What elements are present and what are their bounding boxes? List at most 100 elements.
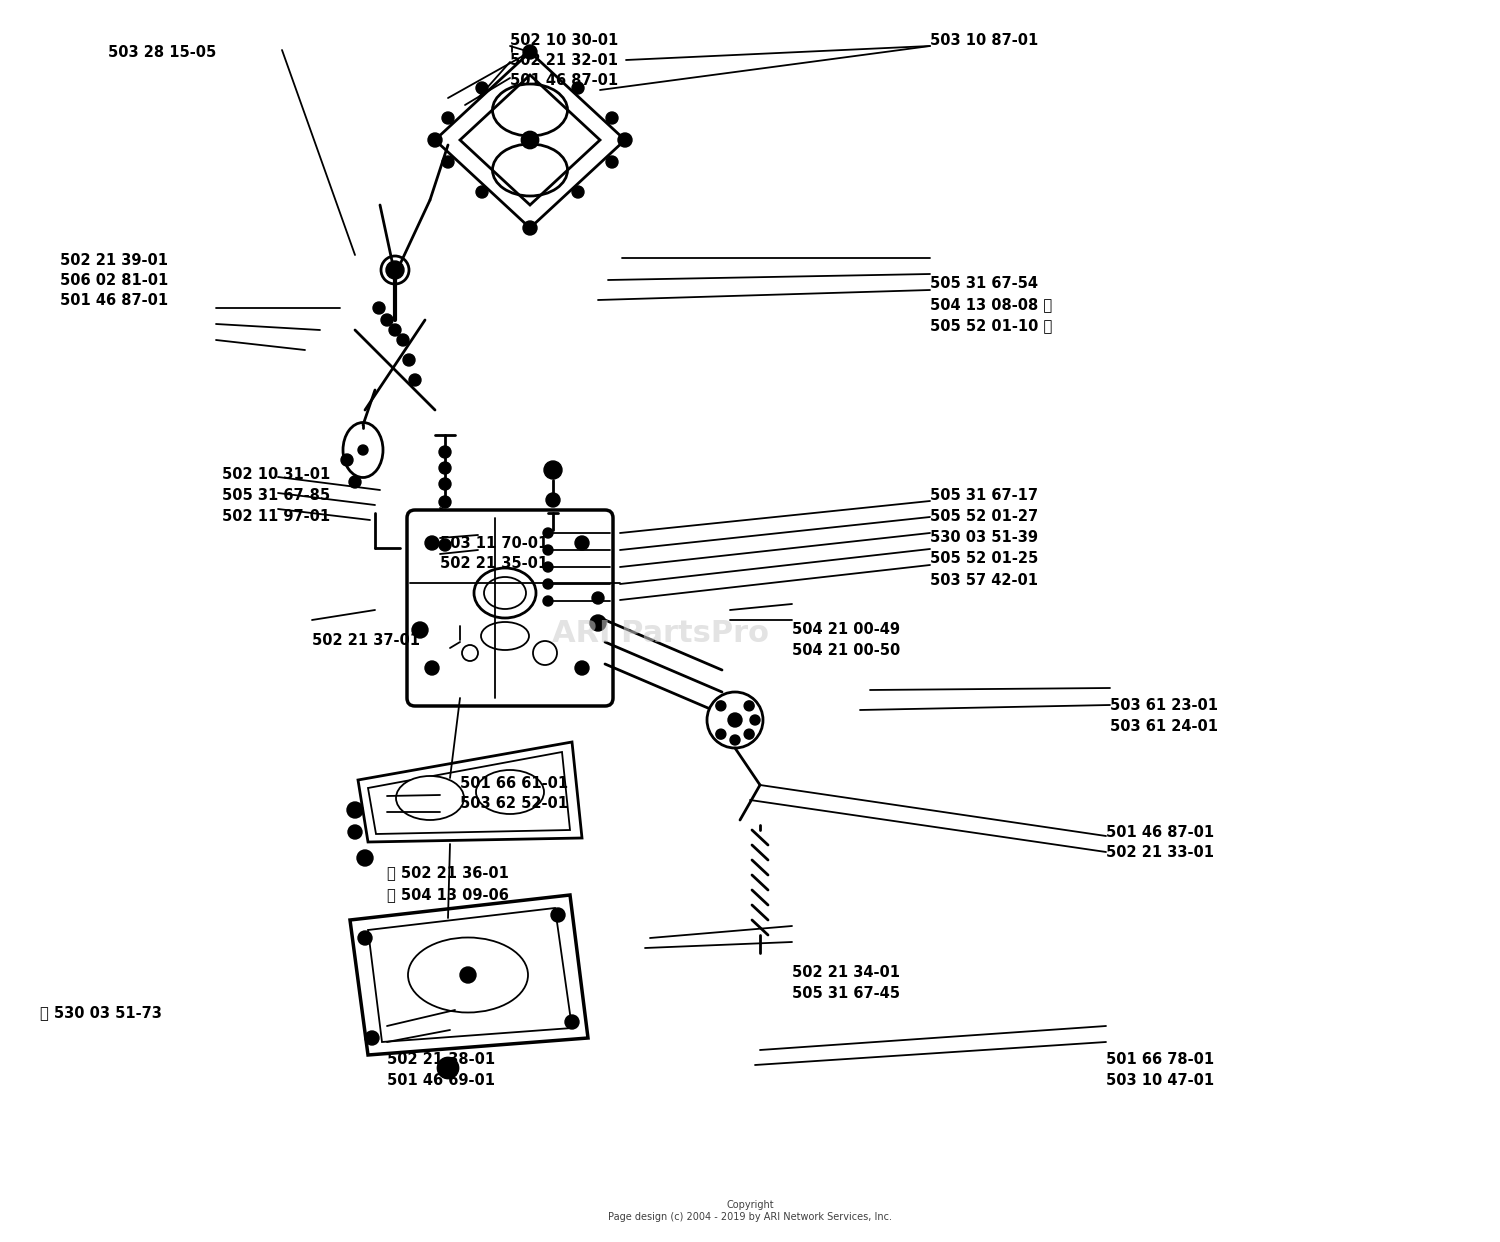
Polygon shape [350,895,588,1054]
Circle shape [348,825,361,840]
Text: 502 11 97-01: 502 11 97-01 [222,509,330,524]
Text: 503 11 70-01: 503 11 70-01 [440,537,548,551]
Text: 501 46 69-01: 501 46 69-01 [387,1073,495,1088]
Circle shape [590,615,606,631]
Circle shape [442,112,454,124]
Circle shape [350,476,361,488]
Text: ⓘ 530 03 51-73: ⓘ 530 03 51-73 [40,1005,162,1020]
Circle shape [716,729,726,739]
Circle shape [424,661,439,674]
Circle shape [460,968,476,982]
Circle shape [546,493,560,507]
Text: 501 46 87-01: 501 46 87-01 [510,73,618,88]
Polygon shape [368,751,570,833]
Circle shape [706,692,764,748]
Circle shape [357,850,374,866]
Circle shape [572,82,584,94]
Text: ⓘ 504 13 09-06: ⓘ 504 13 09-06 [387,887,508,902]
Circle shape [524,221,537,235]
Circle shape [543,561,554,573]
Text: 505 31 67-45: 505 31 67-45 [792,986,900,1001]
Circle shape [543,545,554,555]
Circle shape [364,1031,380,1045]
Circle shape [592,592,604,604]
Circle shape [730,735,740,745]
Text: Copyright
Page design (c) 2004 - 2019 by ARI Network Services, Inc.: Copyright Page design (c) 2004 - 2019 by… [608,1200,892,1222]
Text: 506 02 81-01: 506 02 81-01 [60,273,168,288]
Circle shape [544,461,562,479]
Text: 505 31 67-17: 505 31 67-17 [930,488,1038,503]
FancyBboxPatch shape [406,510,614,705]
Circle shape [438,1058,458,1078]
Circle shape [358,932,372,945]
Circle shape [410,374,422,386]
Circle shape [543,579,554,589]
Circle shape [404,354,416,366]
Circle shape [440,496,452,508]
Text: 503 61 24-01: 503 61 24-01 [1110,719,1218,734]
Circle shape [442,156,454,168]
Text: 501 66 78-01: 501 66 78-01 [1106,1052,1214,1067]
Circle shape [606,112,618,124]
Circle shape [346,802,363,818]
Circle shape [398,334,410,347]
Ellipse shape [482,622,530,650]
Circle shape [386,261,404,279]
Text: 503 28 15-05: 503 28 15-05 [108,45,216,60]
Circle shape [606,156,618,168]
Circle shape [543,528,554,538]
Circle shape [440,446,452,458]
Text: 502 21 33-01: 502 21 33-01 [1106,845,1214,859]
Circle shape [574,537,590,550]
Circle shape [574,661,590,674]
Circle shape [476,186,488,197]
Text: 504 21 00-50: 504 21 00-50 [792,643,900,658]
Text: 504 21 00-49: 504 21 00-49 [792,622,900,637]
Circle shape [440,478,452,491]
Text: 502 21 39-01: 502 21 39-01 [60,253,168,268]
Circle shape [440,539,452,551]
Text: 503 61 23-01: 503 61 23-01 [1110,698,1218,713]
Circle shape [438,1058,458,1078]
Circle shape [358,445,368,455]
Polygon shape [368,908,572,1042]
Text: ARI PartsPro: ARI PartsPro [552,619,768,648]
Text: 501 66 61-01: 501 66 61-01 [460,776,568,791]
Text: 505 52 01-25: 505 52 01-25 [930,551,1038,566]
Text: 502 21 34-01: 502 21 34-01 [792,965,900,980]
Circle shape [476,82,488,94]
Ellipse shape [476,770,544,814]
Text: 502 21 37-01: 502 21 37-01 [312,633,420,648]
Text: 503 10 47-01: 503 10 47-01 [1106,1073,1214,1088]
Text: 505 52 01-10 ⓘ: 505 52 01-10 ⓘ [930,318,1053,333]
Text: ⓘ 502 21 36-01: ⓘ 502 21 36-01 [387,866,508,881]
Circle shape [572,186,584,197]
Circle shape [440,462,452,474]
Text: 505 31 67-54: 505 31 67-54 [930,276,1038,291]
Circle shape [744,729,754,739]
Ellipse shape [408,938,528,1012]
Circle shape [388,324,400,337]
Ellipse shape [396,776,464,820]
Text: 502 10 30-01: 502 10 30-01 [510,34,618,48]
Text: 501 46 87-01: 501 46 87-01 [1106,825,1214,840]
Circle shape [381,314,393,325]
Text: 503 57 42-01: 503 57 42-01 [930,573,1038,587]
Circle shape [522,132,538,148]
Circle shape [566,1015,579,1030]
Text: 505 52 01-27: 505 52 01-27 [930,509,1038,524]
Circle shape [532,641,556,664]
Circle shape [413,622,428,638]
Text: 505 31 67-85: 505 31 67-85 [222,488,330,503]
Text: 502 21 38-01: 502 21 38-01 [387,1052,495,1067]
Circle shape [618,133,632,147]
Text: 502 10 31-01: 502 10 31-01 [222,467,330,482]
Circle shape [543,596,554,606]
Circle shape [524,45,537,60]
Text: 503 10 87-01: 503 10 87-01 [930,34,1038,48]
Text: 501 46 87-01: 501 46 87-01 [60,293,168,308]
Text: 530 03 51-39: 530 03 51-39 [930,530,1038,545]
Circle shape [716,700,726,710]
Circle shape [750,715,760,725]
Text: 503 62 52-01: 503 62 52-01 [460,796,568,811]
